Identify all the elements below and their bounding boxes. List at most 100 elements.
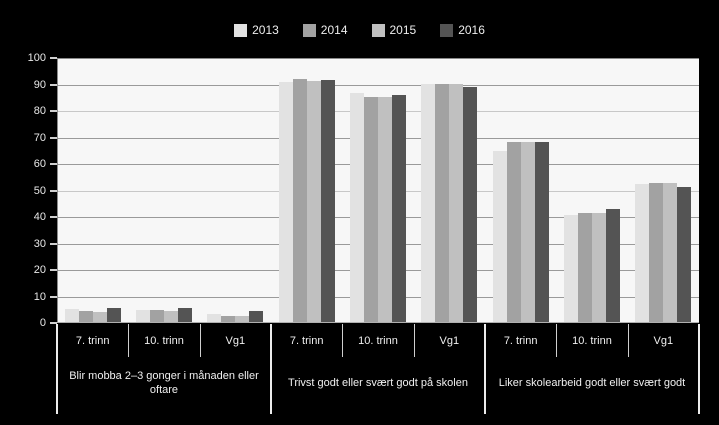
category-label: Vg1: [653, 334, 674, 347]
group-label-trivst: Trivst godt eller svært godt på skolen: [271, 357, 485, 409]
bar-2015-10trinn: [378, 97, 392, 322]
group-divider: [270, 324, 272, 414]
y-tick-mark: [50, 216, 57, 218]
y-tick-label: 90: [33, 78, 46, 91]
bar-2013-Vg1: [421, 84, 436, 322]
category-divider: [199, 324, 201, 357]
bar-2016-Vg1: [463, 87, 478, 322]
legend-label-2016: 2016: [458, 23, 485, 37]
bar-2016-7trinn: [534, 141, 549, 322]
bar-2013-10trinn: [136, 310, 150, 322]
bar-2013-Vg1: [207, 313, 222, 322]
category-label: Vg1: [439, 334, 460, 347]
bar-2014-Vg1: [649, 182, 664, 322]
plot-area: [57, 58, 699, 323]
bar-2014-7trinn: [506, 141, 521, 322]
group-divider: [56, 324, 58, 414]
bar-2016-Vg1: [677, 186, 692, 322]
legend-label-2013: 2013: [252, 23, 279, 37]
bar-2016-Vg1: [249, 310, 264, 322]
y-tick-mark: [50, 83, 57, 86]
y-tick-mark: [50, 322, 57, 324]
bar-2015-Vg1: [449, 84, 464, 322]
bar-2015-7trinn: [92, 311, 107, 322]
bar-2014-7trinn: [292, 79, 307, 322]
bar-2013-7trinn: [278, 82, 293, 322]
bar-2013-Vg1: [635, 184, 650, 322]
bar-2015-Vg1: [663, 182, 678, 322]
group-label-mobba: Blir mobba 2–3 gonger i månaden eller of…: [57, 357, 271, 409]
legend-swatch-2013: [234, 23, 248, 37]
category-divider: [627, 324, 629, 357]
category-divider: [556, 324, 558, 357]
bar-2015-Vg1: [235, 315, 250, 322]
group-label-text: Trivst godt eller svært godt på skolen: [288, 377, 468, 389]
category-label: 10. trinn: [358, 334, 398, 347]
bar-2013-10trinn: [350, 93, 364, 322]
bar-2016-7trinn: [106, 307, 121, 322]
y-tick-mark: [50, 163, 57, 165]
y-tick-label: 0: [39, 317, 46, 329]
axis-frame-line: [57, 58, 699, 59]
legend-item-2015: 2015: [371, 23, 417, 37]
bar-2013-7trinn: [492, 151, 507, 322]
bar-2014-10trinn: [150, 309, 164, 322]
legend-swatch-2014: [302, 23, 316, 37]
y-tick-label: 10: [33, 290, 46, 303]
y-tick-mark: [50, 242, 57, 245]
y-tick-label: 60: [33, 158, 46, 170]
category-divider: [128, 324, 130, 357]
bar-2015-10trinn: [164, 310, 178, 322]
category-divider: [413, 324, 415, 357]
category-label: 10. trinn: [144, 334, 184, 347]
category-label: 10. trinn: [572, 334, 612, 347]
legend-label-2014: 2014: [320, 23, 348, 37]
bar-2014-Vg1: [435, 84, 450, 322]
category-label: 7. trinn: [75, 334, 110, 347]
bar-2015-7trinn: [306, 80, 321, 322]
axis-frame-line: [57, 58, 58, 323]
y-tick-label: 30: [33, 237, 46, 250]
legend-swatch-2015: [371, 23, 385, 37]
y-tick-label: 20: [33, 264, 46, 276]
bar-2013-7trinn: [64, 309, 79, 322]
category-label: 7. trinn: [289, 334, 324, 347]
bar-2016-10trinn: [606, 209, 620, 322]
legend-swatch-2016: [440, 23, 454, 37]
y-tick-mark: [50, 189, 57, 192]
group-divider: [698, 324, 700, 414]
bar-2014-10trinn: [364, 97, 378, 322]
category-label: 7. trinn: [503, 334, 538, 347]
chart-legend: 2013 2014 2015 2016: [0, 23, 719, 37]
bar-2016-7trinn: [320, 80, 335, 322]
y-tick-label: 80: [33, 105, 46, 117]
group-label-skolearbeid: Liker skolearbeid godt eller svært godt: [485, 357, 699, 409]
legend-item-2013: 2013: [234, 23, 279, 37]
y-tick-label: 100: [27, 52, 46, 64]
group-label-text: Blir mobba 2–3 gonger i månaden eller of…: [69, 370, 259, 396]
bar-2015-7trinn: [520, 141, 535, 322]
bar-2014-Vg1: [221, 315, 236, 322]
legend-item-2016: 2016: [440, 23, 485, 37]
bar-2014-10trinn: [578, 213, 592, 322]
bar-2013-10trinn: [564, 214, 578, 322]
legend-label-2015: 2015: [389, 23, 417, 37]
x-axis-line: [57, 322, 699, 323]
group-divider: [484, 324, 486, 414]
y-tick-mark: [50, 110, 57, 112]
group-label-text: Liker skolearbeid godt eller svært godt: [498, 377, 686, 389]
y-tick-label: 50: [33, 184, 46, 197]
bar-2016-10trinn: [178, 307, 192, 322]
legend-item-2014: 2014: [302, 23, 348, 37]
y-tick-mark: [50, 295, 57, 298]
bar-2016-10trinn: [392, 95, 406, 322]
y-tick-mark: [50, 57, 57, 59]
y-tick-mark: [50, 269, 57, 271]
y-tick-label: 40: [33, 211, 46, 223]
x-axis-group-labels: Blir mobba 2–3 gonger i månaden eller of…: [57, 357, 699, 409]
gridline: [57, 84, 699, 86]
category-divider: [342, 324, 344, 357]
bar-2015-10trinn: [592, 213, 606, 322]
x-axis-categories: 7. trinn 10. trinn Vg1 7. trinn 10. trin…: [57, 323, 699, 358]
